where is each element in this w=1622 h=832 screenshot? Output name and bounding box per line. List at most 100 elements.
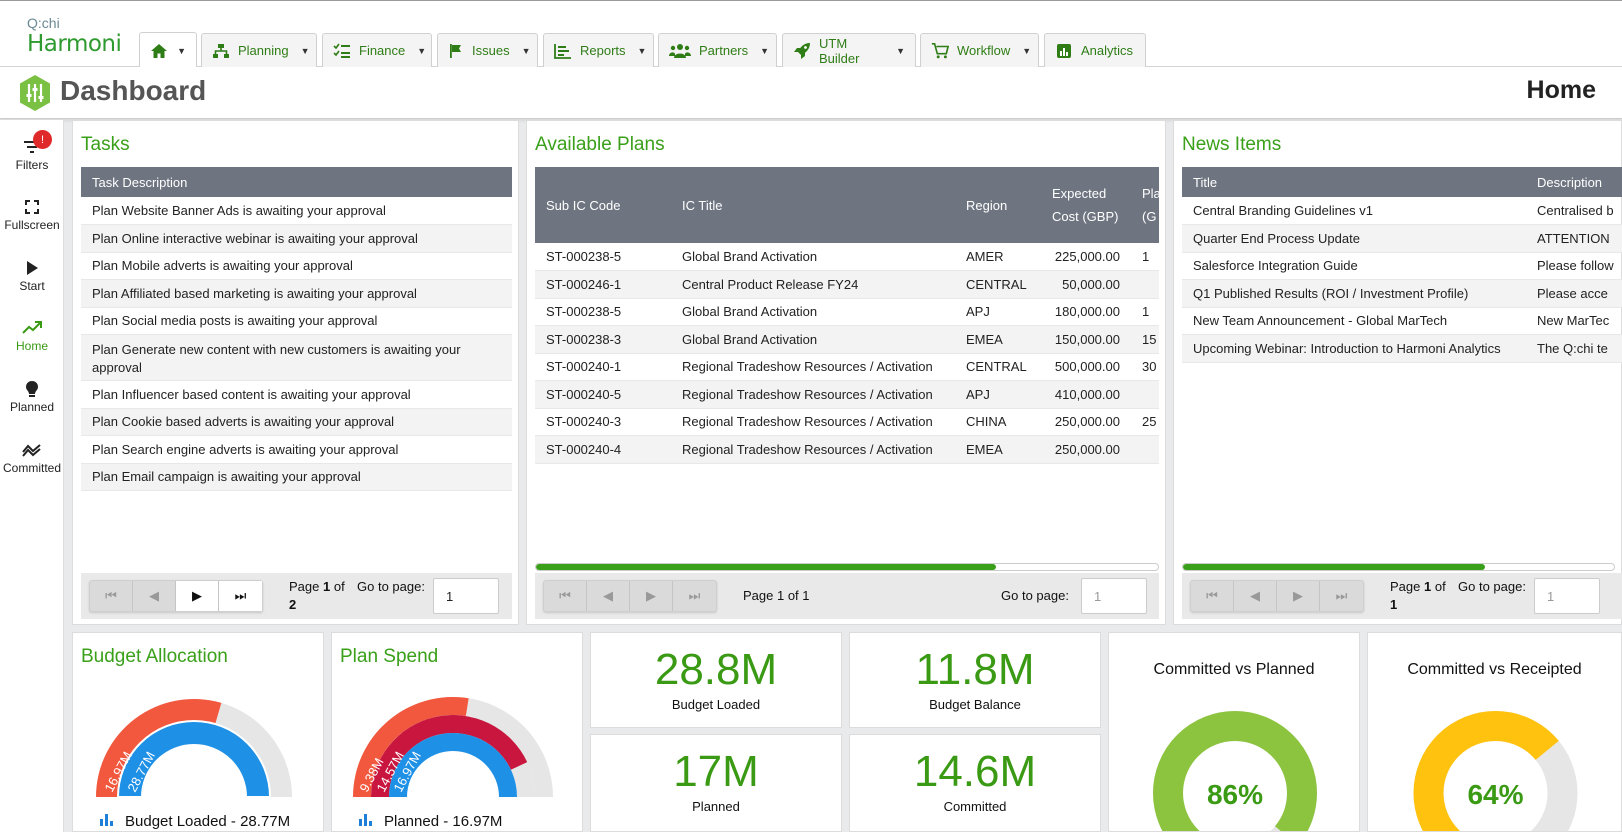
goto-page-input[interactable]: 1 (1534, 578, 1600, 614)
table-row[interactable]: Plan Cookie based adverts is awaiting yo… (81, 408, 512, 436)
sidebar-item-label: Filters (15, 158, 49, 172)
tab-issues[interactable]: Issues ▼ (437, 33, 538, 67)
table-row[interactable]: Plan Generate new content with new custo… (81, 334, 512, 381)
sidebar-item-fullscreen[interactable]: Fullscreen (0, 196, 64, 232)
table-row[interactable]: Upcoming Webinar: Introduction to Harmon… (1182, 334, 1622, 363)
column-header[interactable]: Task Description (81, 167, 512, 197)
last-page-icon[interactable]: ⏭ (688, 588, 701, 603)
table-row[interactable]: Plan Online interactive webinar is await… (81, 224, 512, 253)
tab-finance[interactable]: Finance ▼ (322, 33, 432, 67)
tab-analytics[interactable]: Analytics (1044, 33, 1146, 67)
table-cell: New Team Announcement - Global MarTech (1182, 307, 1526, 335)
table-row[interactable]: Q1 Published Results (ROI / Investment P… (1182, 279, 1622, 308)
horizontal-scrollbar[interactable] (1182, 563, 1615, 571)
next-page-icon[interactable]: ▶ (1277, 581, 1320, 611)
tab-planning[interactable]: Planning ▼ (201, 33, 317, 67)
first-page-icon[interactable]: ⏮ (544, 581, 587, 611)
kpi-label: Budget Balance (929, 697, 1021, 712)
table-row[interactable]: Plan Social media posts is awaiting your… (81, 307, 512, 335)
table-cell: Centralised b (1526, 197, 1622, 225)
table-row[interactable]: ST-000238-5 Global Brand Activation AMER 22… (535, 243, 1159, 271)
table-row[interactable]: Plan Email campaign is awaiting your app… (81, 463, 512, 491)
goto-page-input[interactable]: 1 (1081, 578, 1147, 614)
next-page-icon[interactable]: ▶ (176, 581, 219, 611)
table-row[interactable]: ST-000240-3 Regional Tradeshow Resources … (535, 408, 1159, 436)
table-row[interactable]: ST-000238-5 Global Brand Activation APJ 180… (535, 298, 1159, 326)
kpi-card-planned[interactable]: 17M Planned (590, 734, 842, 832)
column-header[interactable]: Title (1182, 167, 1526, 197)
table-row[interactable]: New Team Announcement - Global MarTech Ne… (1182, 307, 1622, 335)
column-header[interactable]: Sub IC Code (535, 167, 671, 243)
table-cell: 225,000.00 (1041, 243, 1131, 271)
sidebar-item-filters[interactable]: ! Filters (0, 130, 64, 172)
prev-page-icon[interactable]: ◀ (587, 581, 630, 611)
table-cell: 25 (1131, 408, 1159, 436)
table-row[interactable]: ST-000240-4 Regional Tradeshow Resources … (535, 435, 1159, 464)
tab-home[interactable]: ▼ (139, 32, 197, 68)
kpi-card-budget-balance[interactable]: 11.8M Budget Balance (849, 632, 1101, 728)
column-header[interactable]: IC Title (671, 167, 955, 243)
first-page-icon[interactable]: ⏮ (1191, 581, 1234, 611)
tab-reports[interactable]: Reports ▼ (543, 33, 654, 67)
table-cell: APJ (955, 298, 1041, 326)
tab-utm-builder[interactable]: UTM Builder ▼ (782, 33, 916, 67)
kpi-card-budget-loaded[interactable]: 28.8M Budget Loaded (590, 632, 842, 728)
middle-ring-segment[interactable] (371, 715, 528, 797)
first-page-icon[interactable]: ⏮ (90, 581, 133, 611)
last-page-icon[interactable]: ⏭ (219, 581, 262, 611)
table-row[interactable]: Plan Influencer based content is awaitin… (81, 380, 512, 409)
outer-ring-segment[interactable] (96, 699, 222, 797)
table-row[interactable]: ST-000240-1 Regional Tradeshow Resources … (535, 353, 1159, 381)
table-row[interactable]: Quarter End Process Update ATTENTION (1182, 224, 1622, 253)
tab-partners[interactable]: Partners ▼ (658, 33, 777, 67)
table-cell: Plan Online interactive webinar is await… (81, 224, 512, 253)
horizontal-scrollbar[interactable] (535, 563, 1159, 571)
inner-ring-segment[interactable] (389, 733, 517, 797)
pager-current-page: 1 (1424, 579, 1432, 594)
sidebar-item-planned[interactable]: Planned (0, 378, 64, 414)
plans-table-container: Sub IC Code IC Title Region Expected Cos… (535, 167, 1159, 562)
tab-workflow[interactable]: Workflow ▼ (920, 33, 1039, 67)
table-cell: 50,000.00 (1041, 270, 1131, 299)
table-row[interactable]: Salesforce Integration Guide Please follo… (1182, 252, 1622, 280)
tab-label: Issues (472, 43, 510, 58)
sidebar-item-home[interactable]: Home (0, 317, 64, 353)
table-row[interactable]: Central Branding Guidelines v1 Centralise… (1182, 197, 1622, 225)
table-cell: Plan Email campaign is awaiting your app… (81, 463, 512, 491)
committed-icon (0, 439, 64, 461)
committed-vs-planned-card: Committed vs Planned 86% (1108, 632, 1360, 832)
scrollbar-thumb[interactable] (536, 564, 997, 570)
kpi-label: Planned (692, 799, 740, 814)
table-row[interactable]: Plan Search engine adverts is awaiting y… (81, 435, 512, 464)
column-header[interactable]: Description (1526, 167, 1622, 197)
kpi-card-committed[interactable]: 14.6M Committed (849, 734, 1101, 832)
table-row[interactable]: ST-000246-1 Central Product Release FY24 C… (535, 270, 1159, 299)
kpi-value: 14.6M (913, 747, 1037, 796)
table-cell: 250,000.00 (1041, 435, 1131, 464)
sidebar-item-start[interactable]: Start (0, 257, 64, 293)
next-page-icon[interactable]: ▶ (630, 581, 673, 611)
sidebar-item-committed[interactable]: Committed (0, 439, 64, 475)
prev-page-icon[interactable]: ◀ (1234, 581, 1277, 611)
table-row[interactable]: Plan Website Banner Ads is awaiting your… (81, 197, 512, 225)
inner-ring-segment[interactable] (118, 721, 270, 797)
outer-ring-segment[interactable] (353, 697, 469, 797)
panel-title: Available Plans (535, 134, 665, 155)
harmoni-logo[interactable]: Q:chi Harmoni (27, 15, 122, 59)
chevron-down-icon: ▼ (521, 45, 531, 56)
table-cell: New MarTec (1526, 307, 1622, 335)
table-row[interactable]: Plan Mobile adverts is awaiting your app… (81, 252, 512, 280)
table-row[interactable]: Plan Affiliated based marketing is await… (81, 279, 512, 308)
chevron-down-icon: ▼ (300, 45, 310, 56)
table-row[interactable]: ST-000238-3 Global Brand Activation EMEA 15… (535, 325, 1159, 354)
gauge-fill[interactable] (1413, 711, 1578, 832)
column-header[interactable]: Pla Am (G (1131, 167, 1159, 243)
column-header[interactable]: Expected Cost (GBP) (1041, 167, 1131, 243)
last-page-icon[interactable]: ⏭ (1335, 588, 1348, 603)
goto-page-input[interactable]: 1 (433, 578, 499, 614)
column-header[interactable]: Region (955, 167, 1041, 243)
prev-page-icon[interactable]: ◀ (133, 581, 176, 611)
table-row[interactable]: ST-000240-5 Regional Tradeshow Resources … (535, 380, 1159, 409)
scrollbar-thumb[interactable] (1183, 564, 1485, 570)
gauge-fill[interactable] (1153, 711, 1317, 832)
